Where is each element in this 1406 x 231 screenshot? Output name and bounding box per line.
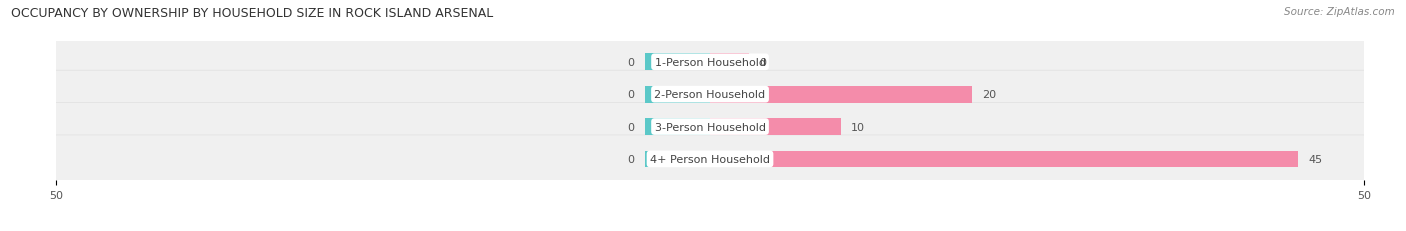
Text: 0: 0	[759, 58, 766, 67]
Bar	[710, 54, 749, 71]
FancyBboxPatch shape	[52, 103, 1368, 151]
Text: 45: 45	[1309, 154, 1323, 164]
Bar	[644, 151, 710, 168]
Bar	[710, 151, 1298, 168]
Text: OCCUPANCY BY OWNERSHIP BY HOUSEHOLD SIZE IN ROCK ISLAND ARSENAL: OCCUPANCY BY OWNERSHIP BY HOUSEHOLD SIZE…	[11, 7, 494, 20]
Text: 10: 10	[851, 122, 865, 132]
Bar	[644, 119, 710, 135]
Text: 0: 0	[627, 154, 634, 164]
Bar	[644, 86, 710, 103]
Text: 0: 0	[627, 58, 634, 67]
FancyBboxPatch shape	[52, 71, 1368, 119]
Text: 0: 0	[627, 90, 634, 100]
FancyBboxPatch shape	[52, 39, 1368, 86]
Text: 1-Person Household: 1-Person Household	[655, 58, 765, 67]
Text: 2-Person Household: 2-Person Household	[654, 90, 766, 100]
Bar	[710, 86, 972, 103]
Text: 3-Person Household: 3-Person Household	[655, 122, 765, 132]
Bar	[644, 54, 710, 71]
Text: 20: 20	[981, 90, 995, 100]
Text: Source: ZipAtlas.com: Source: ZipAtlas.com	[1284, 7, 1395, 17]
Text: 4+ Person Household: 4+ Person Household	[650, 154, 770, 164]
FancyBboxPatch shape	[52, 135, 1368, 183]
Text: 0: 0	[627, 122, 634, 132]
Bar	[710, 119, 841, 135]
